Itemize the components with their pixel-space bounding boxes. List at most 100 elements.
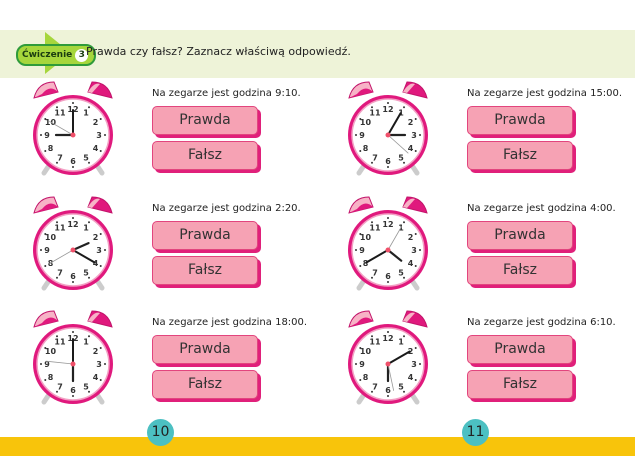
clock-numeral: 2 [93, 347, 99, 356]
clock-numeral: 9 [359, 246, 365, 255]
true-button[interactable]: Prawda [467, 106, 573, 135]
exercise-number: 3 [75, 48, 89, 62]
clock-numeral: 4 [93, 259, 99, 268]
clock-numeral: 2 [408, 233, 414, 242]
clock-numeral: 3 [411, 131, 417, 140]
true-button[interactable]: Prawda [467, 221, 573, 250]
exercise-badge: Ćwiczenie 3 [16, 44, 97, 66]
false-button[interactable]: Fałsz [152, 370, 258, 399]
clock-numeral: 9 [44, 131, 50, 140]
page-number-left: 10 [147, 419, 174, 446]
clock-numeral: 11 [369, 337, 381, 346]
clock-numeral: 9 [359, 131, 365, 140]
question-text: Na zegarze jest godzina 18:00. [152, 317, 308, 328]
false-button[interactable]: Fałsz [152, 141, 258, 170]
clock-numeral: 11 [369, 223, 381, 232]
hour-hand [71, 241, 90, 252]
clock-numeral: 8 [48, 144, 54, 153]
footer-bar [0, 437, 635, 456]
clock-numeral: 10 [45, 233, 57, 242]
exercise-label: Ćwiczenie [22, 50, 73, 60]
clock-numeral: 11 [54, 223, 66, 232]
clock-numeral: 6 [70, 386, 76, 395]
second-hand [49, 121, 74, 136]
clock-numeral: 4 [93, 373, 99, 382]
clock-numeral: 1 [398, 223, 404, 232]
question-text: Na zegarze jest godzina 15:00. [467, 88, 623, 99]
clock-numeral: 10 [45, 347, 57, 356]
minute-hand [387, 112, 402, 136]
clock-numeral: 5 [398, 269, 404, 278]
true-button[interactable]: Prawda [467, 335, 573, 364]
minute-hand [72, 249, 96, 264]
clock-numeral: 5 [398, 154, 404, 163]
question-text: Na zegarze jest godzina 9:10. [152, 88, 301, 99]
clock-numeral: 7 [57, 383, 63, 392]
clock-numeral: 10 [360, 347, 372, 356]
clock-numeral: 3 [96, 131, 102, 140]
clock-numeral: 5 [83, 383, 89, 392]
clock-numeral: 7 [57, 154, 63, 163]
clock-numeral: 6 [385, 272, 391, 281]
clock-numeral: 3 [411, 246, 417, 255]
clock-numeral: 5 [398, 383, 404, 392]
true-button[interactable]: Prawda [152, 335, 258, 364]
clock-numeral: 12 [382, 105, 393, 114]
clock-numeral: 12 [67, 220, 78, 229]
clock-numeral: 6 [385, 157, 391, 166]
hour-hand [386, 248, 403, 262]
clock-numeral: 2 [408, 118, 414, 127]
second-hand [49, 249, 74, 264]
clock-numeral: 8 [48, 373, 54, 382]
clock-numeral: 10 [360, 118, 372, 127]
clock-numeral: 4 [408, 144, 414, 153]
clock-numeral: 8 [48, 259, 54, 268]
clock-numeral: 7 [372, 383, 378, 392]
clock-numeral: 1 [83, 337, 89, 346]
clock-numeral: 8 [363, 373, 369, 382]
clock-numeral: 3 [96, 360, 102, 369]
clock-numeral: 7 [372, 269, 378, 278]
false-button[interactable]: Fałsz [152, 256, 258, 285]
false-button[interactable]: Fałsz [467, 256, 573, 285]
clock-numeral: 8 [363, 259, 369, 268]
clock-numeral: 10 [360, 233, 372, 242]
clock-numeral: 2 [93, 233, 99, 242]
clock-numeral: 4 [93, 144, 99, 153]
clock-numeral: 9 [44, 360, 50, 369]
clock-numeral: 12 [382, 334, 393, 343]
clock-numeral: 8 [363, 144, 369, 153]
clock-numeral: 7 [372, 154, 378, 163]
page-number-right: 11 [462, 419, 489, 446]
clock-numeral: 6 [70, 272, 76, 281]
clock-numeral: 11 [54, 108, 66, 117]
question-text: Na zegarze jest godzina 6:10. [467, 317, 616, 328]
clock-numeral: 9 [359, 360, 365, 369]
question-text: Na zegarze jest godzina 4:00. [467, 203, 616, 214]
false-button[interactable]: Fałsz [467, 141, 573, 170]
second-hand [387, 226, 402, 251]
true-button[interactable]: Prawda [152, 106, 258, 135]
true-button[interactable]: Prawda [152, 221, 258, 250]
clock-numeral: 3 [411, 360, 417, 369]
clock-numeral: 1 [83, 108, 89, 117]
exercise-header-band [0, 30, 635, 78]
clock-numeral: 3 [96, 246, 102, 255]
clock-numeral: 11 [54, 337, 66, 346]
clock-numeral: 5 [83, 269, 89, 278]
clock-numeral: 6 [70, 157, 76, 166]
second-hand [387, 363, 395, 391]
false-button[interactable]: Fałsz [467, 370, 573, 399]
minute-hand [387, 350, 411, 365]
